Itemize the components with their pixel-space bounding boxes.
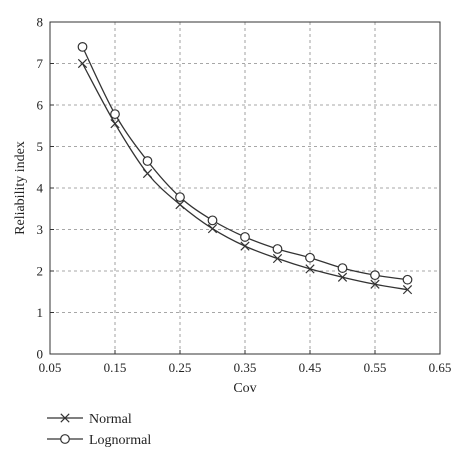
x-tick-label: 0.25 — [169, 360, 192, 375]
data-point-normal — [110, 119, 120, 129]
data-point-lognormal — [175, 192, 185, 203]
y-tick-label: 3 — [37, 222, 44, 237]
data-point-normal — [370, 279, 380, 289]
legend-marker-shape — [60, 413, 70, 423]
x-tick-label: 0.15 — [104, 360, 127, 375]
y-tick-label: 6 — [37, 98, 44, 113]
x-tick-label: 0.65 — [429, 360, 452, 375]
data-point-lognormal — [207, 215, 218, 226]
data-point-lognormal — [305, 252, 315, 263]
legend-marker-lognormal — [60, 434, 70, 444]
data-point-lognormal — [272, 244, 283, 254]
x-tick-label: 0.55 — [364, 360, 387, 375]
y-tick-label: 4 — [37, 181, 44, 196]
data-point-lognormal — [77, 42, 88, 52]
data-point-normal — [175, 199, 185, 210]
data-point-normal — [207, 224, 218, 234]
series-line-normal — [81, 63, 408, 291]
y-tick-label: 2 — [37, 264, 44, 279]
data-point-normal — [272, 253, 283, 264]
y-tick-label: 0 — [37, 347, 44, 362]
x-tick-label: 0.35 — [234, 360, 257, 375]
data-point-lognormal — [240, 232, 250, 242]
data-point-lognormal — [110, 109, 120, 120]
x-tick-label: 0.05 — [39, 360, 62, 375]
x-tick-label: 0.45 — [299, 360, 322, 375]
y-tick-label: 5 — [37, 139, 44, 154]
legend: Normal Lognormal — [47, 412, 151, 448]
data-point-lognormal — [337, 263, 348, 273]
grid — [50, 22, 440, 354]
legend-item-normal: Normal — [47, 412, 132, 427]
series-normal — [77, 58, 413, 295]
data-point-lognormal — [142, 156, 153, 166]
data-point-normal — [142, 168, 153, 179]
legend-label-lognormal: Lognormal — [89, 433, 151, 448]
data-point-normal — [337, 272, 348, 282]
y-tick-label: 8 — [37, 15, 44, 30]
series-lognormal — [77, 42, 413, 285]
data-point-lognormal — [370, 270, 380, 281]
series-group — [77, 42, 413, 295]
y-tick-label: 1 — [37, 305, 44, 320]
legend-item-lognormal: Lognormal — [47, 433, 151, 448]
data-point-normal — [402, 285, 413, 295]
ticks: 0.05 0.15 0.25 0.35 0.45 0.55 0.65 0 1 2 3 4 5 6 7 8 — [37, 15, 452, 376]
data-point-normal — [240, 241, 250, 251]
y-axis-title: Reliability index — [13, 141, 28, 235]
legend-label-normal: Normal — [89, 412, 132, 427]
x-axis-title: Cov — [233, 381, 256, 396]
legend-marker-normal — [60, 413, 70, 423]
data-point-normal — [77, 58, 88, 69]
data-point-normal — [305, 264, 315, 274]
data-point-lognormal — [402, 274, 413, 285]
legend-marker-shape — [60, 434, 70, 444]
y-tick-label: 7 — [37, 56, 44, 71]
